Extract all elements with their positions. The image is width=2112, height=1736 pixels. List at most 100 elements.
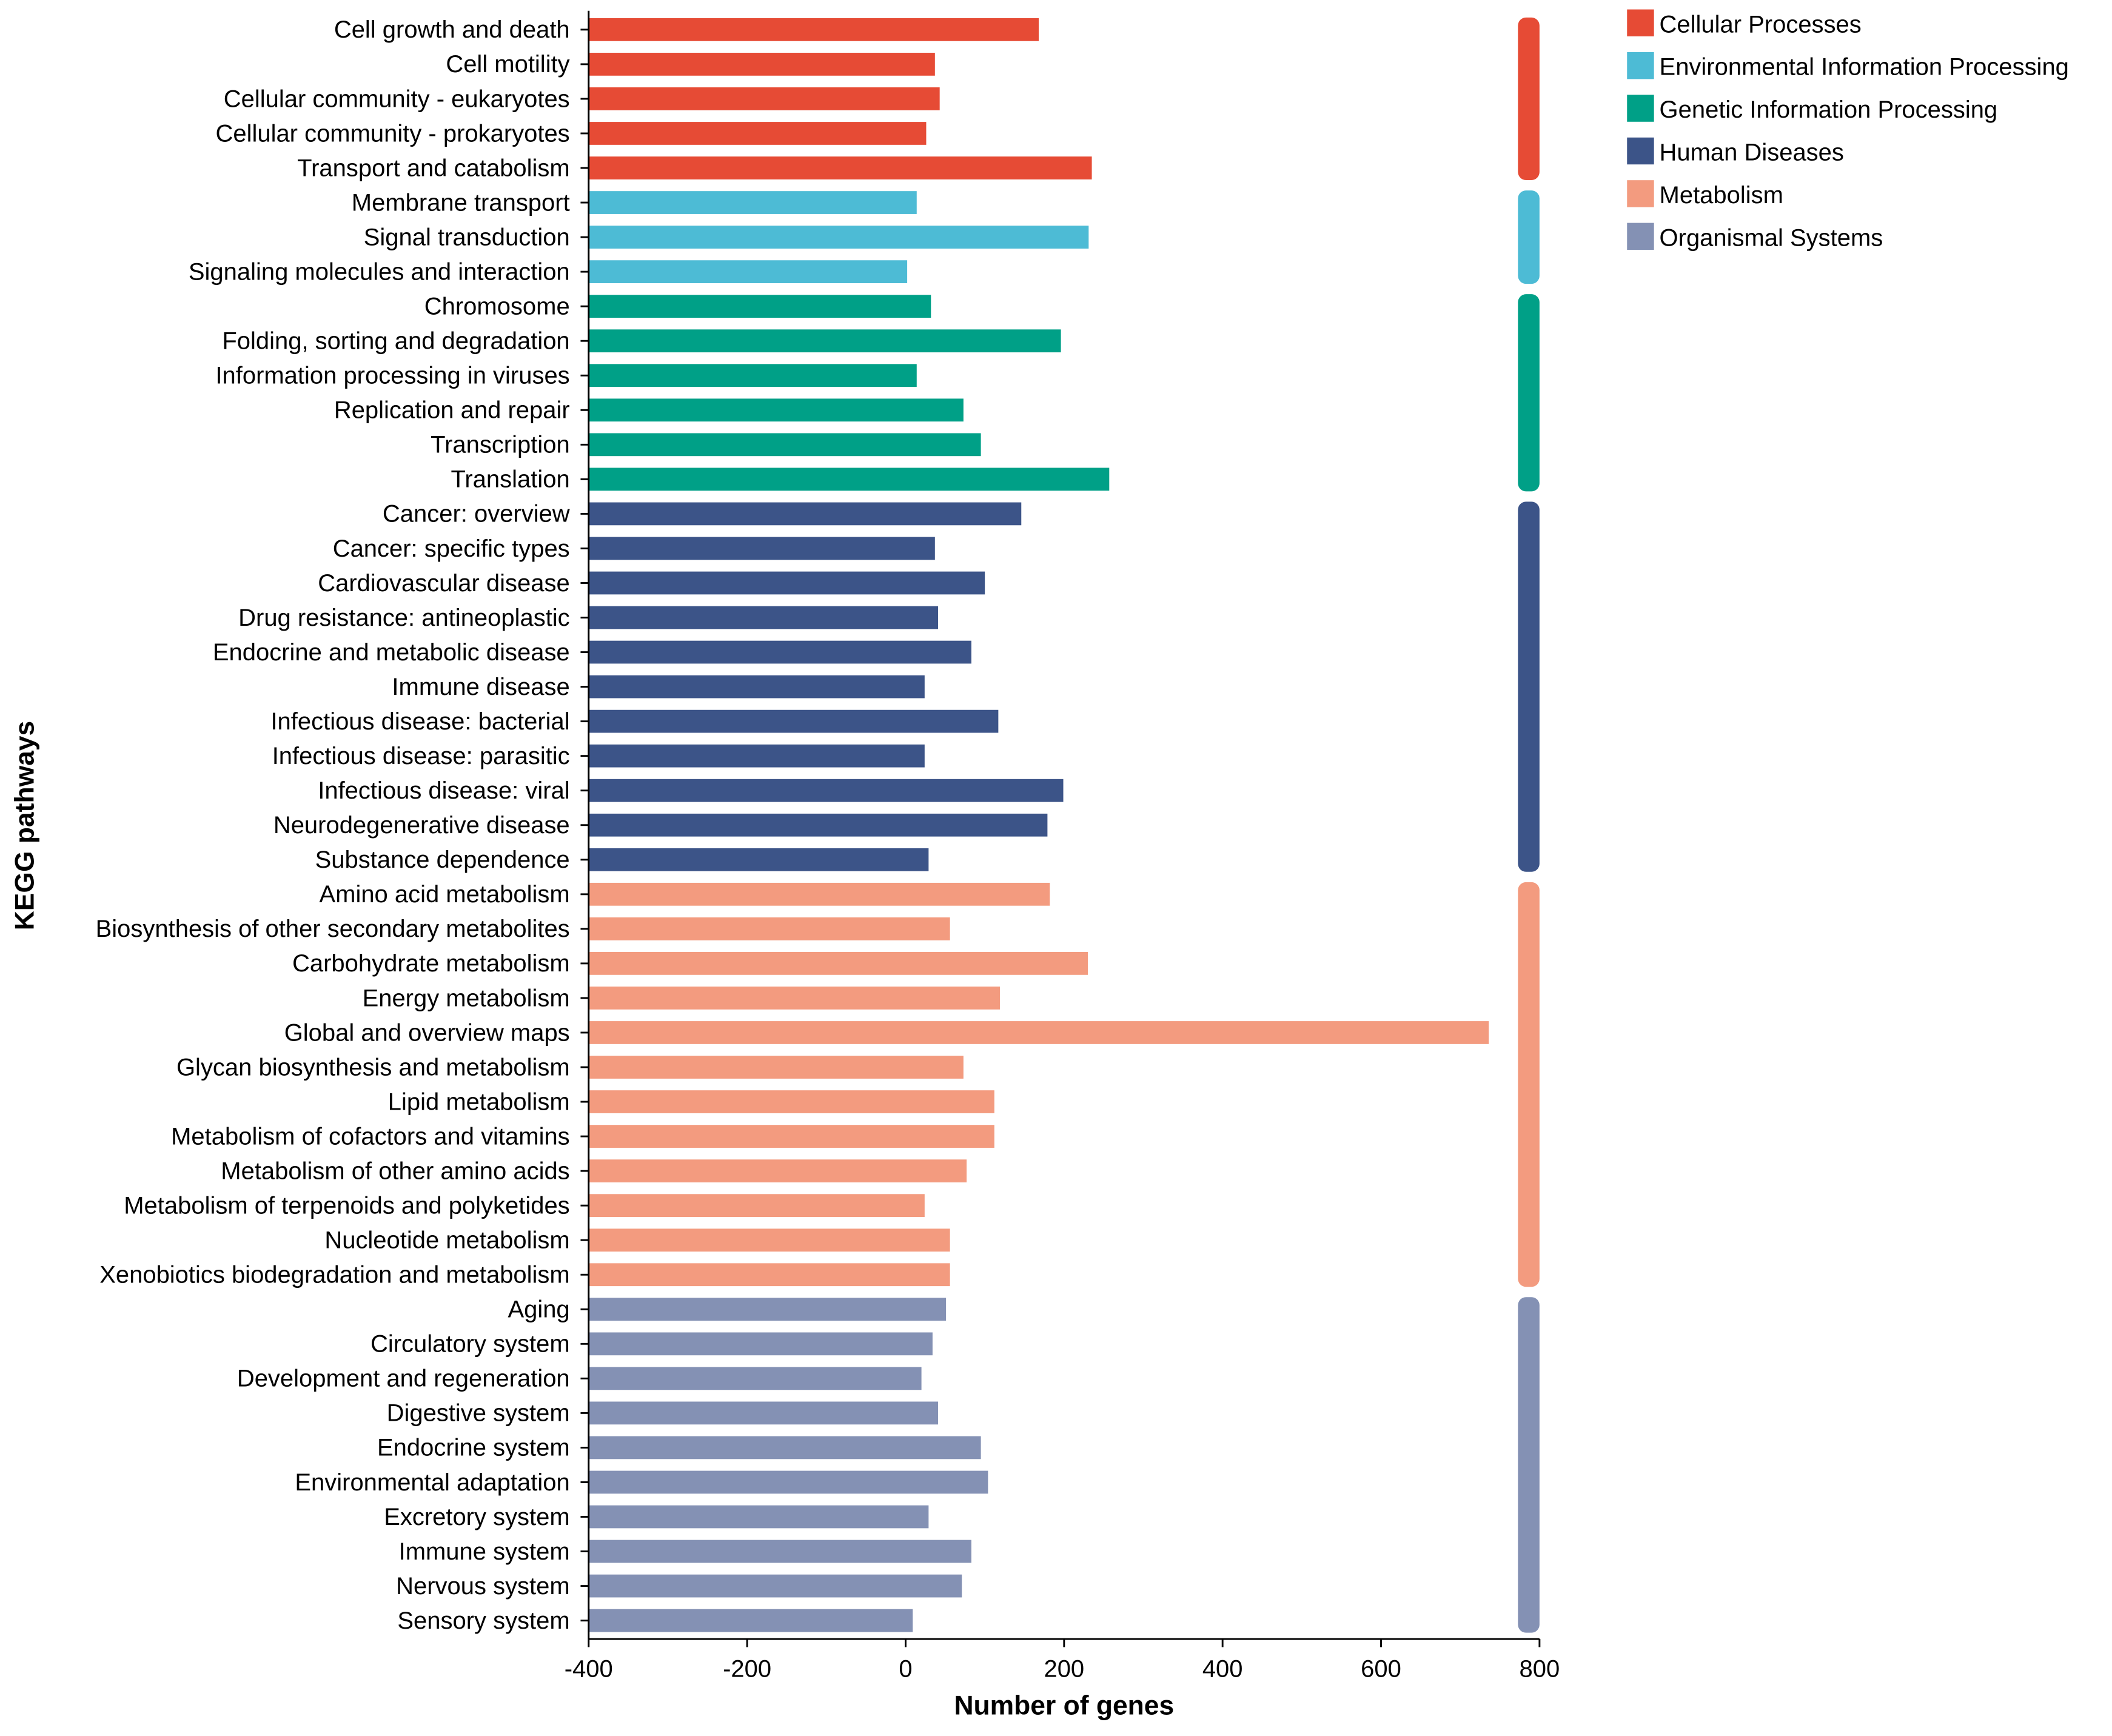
bar	[588, 122, 927, 145]
bar	[588, 1470, 988, 1494]
group-side-bar	[1518, 501, 1540, 872]
bar	[588, 1367, 922, 1390]
x-tick-label: -200	[723, 1655, 771, 1682]
y-tick-label: Substance dependence	[315, 846, 570, 873]
y-tick-label: Neurodegenerative disease	[273, 812, 570, 839]
group-side-bars	[1518, 17, 1540, 1633]
y-tick-label: Energy metabolism	[363, 985, 570, 1011]
y-tick-label: Biosynthesis of other secondary metaboli…	[96, 916, 570, 942]
y-tick-label: Infectious disease: viral	[318, 777, 569, 804]
legend: Cellular Processes Environmental Informat…	[1627, 9, 2069, 251]
bar	[588, 1194, 925, 1218]
y-tick-label: Lipid metabolism	[388, 1088, 570, 1115]
bar	[588, 1609, 913, 1632]
bar	[588, 1332, 933, 1356]
bar	[588, 1090, 994, 1113]
bar	[588, 53, 935, 76]
y-tick-label: Cellular community - eukaryotes	[224, 85, 570, 112]
y-tick-label: Membrane transport	[352, 189, 570, 216]
bar	[588, 468, 1110, 491]
bar	[588, 848, 929, 871]
y-tick-label: Information processing in viruses	[215, 363, 569, 389]
y-tick-label: Transcription	[431, 432, 570, 458]
bar	[588, 156, 1092, 179]
bar	[588, 1159, 967, 1182]
bar	[588, 917, 950, 940]
x-tick-label: 200	[1044, 1655, 1084, 1682]
bar	[588, 571, 985, 595]
y-axis-title: KEGG pathways	[10, 721, 40, 930]
bar	[588, 1228, 950, 1252]
y-tick-label: Xenobiotics biodegradation and metabolis…	[99, 1262, 569, 1289]
bar	[588, 329, 1061, 353]
y-tick-label: Drug resistance: antineoplastic	[238, 605, 570, 631]
bar	[588, 537, 935, 560]
y-tick-label: Replication and repair	[334, 397, 570, 424]
bar	[588, 18, 1039, 41]
legend-label: Human Diseases	[1660, 139, 1844, 166]
group-side-bar	[1518, 882, 1540, 1287]
y-tick-label: Signal transduction	[364, 224, 570, 250]
y-tick-label: Folding, sorting and degradation	[222, 328, 569, 355]
x-tick-label: 600	[1361, 1655, 1401, 1682]
legend-swatch	[1627, 223, 1654, 250]
y-tick-label: Translation	[451, 466, 569, 493]
bar	[588, 606, 939, 629]
bar	[588, 1540, 971, 1563]
group-side-bar	[1518, 17, 1540, 181]
group-side-bar	[1518, 190, 1540, 284]
legend-swatch	[1627, 52, 1654, 79]
bar	[588, 226, 1089, 249]
bar	[588, 987, 1000, 1010]
bar	[588, 952, 1088, 975]
bar	[588, 1263, 950, 1287]
bar	[588, 364, 917, 387]
bar	[588, 1401, 939, 1425]
bar	[588, 709, 999, 733]
y-tick-label: Nucleotide metabolism	[324, 1227, 569, 1254]
y-tick-label: Development and regeneration	[237, 1366, 570, 1392]
bar	[588, 813, 1048, 837]
bar	[588, 1125, 994, 1148]
y-tick-label: Transport and catabolism	[297, 155, 569, 181]
y-tick-label: Global and overview maps	[284, 1019, 570, 1046]
x-tick-label: 800	[1520, 1655, 1560, 1682]
bar	[588, 1505, 929, 1529]
y-tick-label: Cancer: specific types	[333, 535, 570, 562]
group-side-bar	[1518, 1297, 1540, 1633]
x-tick-label: -400	[565, 1655, 613, 1682]
bar	[588, 1298, 947, 1321]
y-tick-label: Cellular community - prokaryotes	[215, 120, 569, 147]
legend-swatch	[1627, 180, 1654, 207]
y-tick-label: Nervous system	[396, 1573, 570, 1600]
y-tick-label: Signaling molecules and interaction	[189, 258, 570, 285]
y-tick-label: Metabolism of other amino acids	[221, 1158, 569, 1184]
y-tick-label: Infectious disease: parasitic	[272, 743, 570, 769]
x-axis: -400 -200 0 200 400 600 800	[565, 1638, 1560, 1682]
y-tick-label: Metabolism of cofactors and vitamins	[171, 1123, 570, 1150]
y-tick-label: Metabolism of terpenoids and polyketides	[124, 1192, 569, 1219]
y-tick-label: Environmental adaptation	[295, 1469, 569, 1496]
legend-swatch	[1627, 137, 1654, 165]
legend-label: Environmental Information Processing	[1660, 54, 2069, 81]
bar	[588, 502, 1022, 526]
y-tick-label: Circulatory system	[370, 1331, 570, 1358]
y-tick-label: Endocrine system	[377, 1435, 570, 1461]
x-tick-label: 400	[1202, 1655, 1243, 1682]
bars-layer	[588, 18, 1489, 1632]
y-tick-label: Excretory system	[384, 1504, 569, 1530]
x-axis-title: Number of genes	[954, 1691, 1174, 1720]
bar	[588, 675, 925, 699]
bar	[588, 1021, 1489, 1044]
bar	[588, 295, 931, 318]
legend-label: Metabolism	[1660, 182, 1783, 209]
bar	[588, 1574, 962, 1598]
bar	[588, 87, 940, 110]
bar	[588, 640, 971, 664]
legend-label: Cellular Processes	[1660, 11, 1862, 38]
y-tick-label: Chromosome	[424, 293, 570, 320]
legend-label: Genetic Information Processing	[1660, 96, 1998, 123]
y-tick-label: Cell growth and death	[334, 16, 570, 43]
y-tick-label: Amino acid metabolism	[319, 881, 569, 908]
